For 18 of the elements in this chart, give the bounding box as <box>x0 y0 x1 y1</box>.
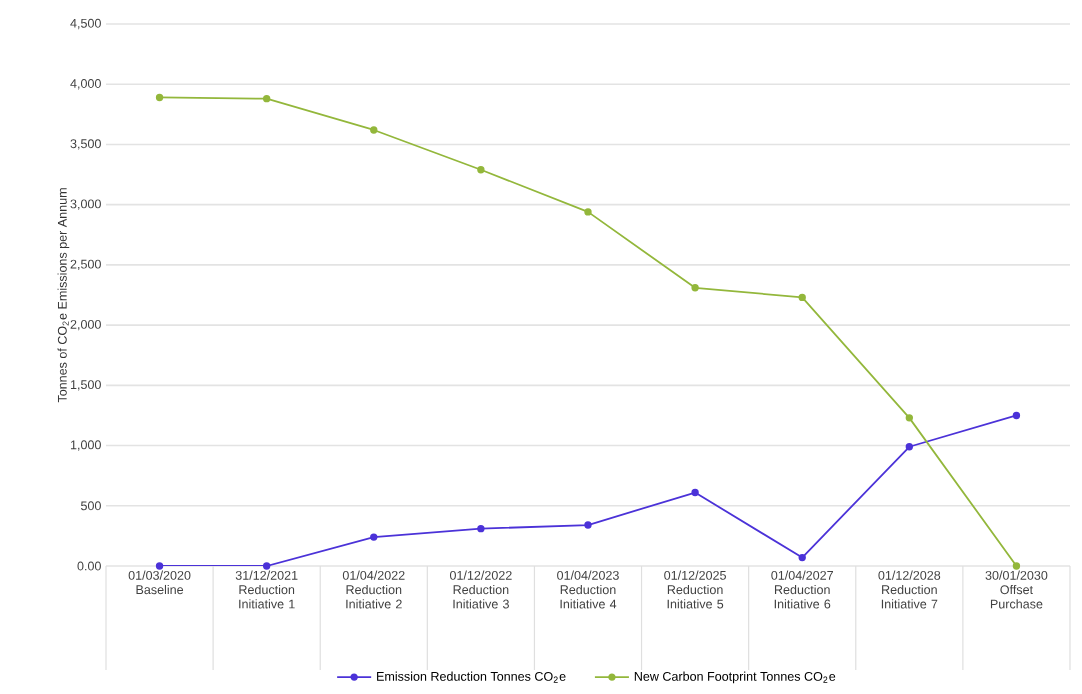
point <box>370 533 378 541</box>
point <box>691 488 699 497</box>
point <box>370 126 378 134</box>
point <box>155 562 164 570</box>
point <box>798 293 806 302</box>
point <box>1012 411 1021 420</box>
point <box>905 414 914 422</box>
point <box>584 208 592 216</box>
point <box>262 562 271 570</box>
point <box>905 443 914 451</box>
point <box>798 553 806 562</box>
point <box>691 284 699 292</box>
point <box>477 166 485 174</box>
point <box>262 94 271 103</box>
point <box>477 524 485 533</box>
point <box>1012 562 1021 570</box>
point <box>155 93 164 102</box>
point <box>584 521 592 529</box>
